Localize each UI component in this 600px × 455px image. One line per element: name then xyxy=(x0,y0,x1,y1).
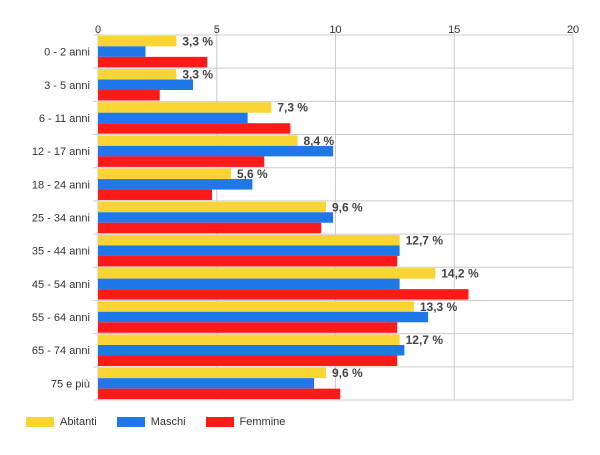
data-label: 9,6 % xyxy=(332,200,363,214)
category-label: 25 - 34 anni xyxy=(32,213,90,225)
legend-item-abitanti: Abitanti xyxy=(26,416,97,428)
data-label: 5,6 % xyxy=(237,167,268,181)
bar-abitanti xyxy=(98,201,326,213)
data-label: 12,7 % xyxy=(406,233,444,247)
legend-item-maschi: Maschi xyxy=(116,416,186,428)
legend-swatch xyxy=(26,417,54,427)
bar-abitanti xyxy=(98,35,177,47)
category-label: 0 - 2 anni xyxy=(44,47,90,59)
x-tick-label: 15 xyxy=(448,24,460,36)
legend-label: Abitanti xyxy=(60,416,97,428)
bar-femmine xyxy=(98,355,398,366)
data-label: 3,3 % xyxy=(182,34,213,48)
bar-maschi xyxy=(98,79,193,91)
category-label: 55 - 64 anni xyxy=(32,312,90,324)
legend-swatch xyxy=(205,417,234,427)
bar-abitanti xyxy=(98,234,400,246)
bar-maschi xyxy=(98,145,334,157)
bar-femmine xyxy=(98,255,398,267)
x-tick-label: 5 xyxy=(214,24,220,36)
bar-femmine xyxy=(98,189,212,201)
bar-femmine xyxy=(98,322,398,333)
bar-femmine xyxy=(98,222,322,234)
x-tick-label: 10 xyxy=(329,24,341,36)
bar-maschi xyxy=(98,212,334,223)
x-tick-label: 20 xyxy=(567,24,579,36)
bar-femmine xyxy=(98,123,291,134)
bar-abitanti xyxy=(98,301,414,312)
data-label: 12,7 % xyxy=(406,333,444,347)
bars xyxy=(98,35,469,400)
legend-item-femmine: Femmine xyxy=(205,416,286,428)
bar-femmine xyxy=(98,388,341,400)
bar-abitanti xyxy=(98,334,400,345)
category-label: 3 - 5 anni xyxy=(44,80,90,92)
category-label: 65 - 74 anni xyxy=(32,345,90,357)
bar-maschi xyxy=(98,112,248,124)
bar-maschi xyxy=(98,46,146,57)
legend: Abitanti Maschi Femmine xyxy=(26,416,305,428)
data-label: 9,6 % xyxy=(332,366,363,380)
category-label: 35 - 44 anni xyxy=(32,246,90,258)
data-label: 13,3 % xyxy=(420,300,458,314)
bar-maschi xyxy=(98,278,400,290)
bar-abitanti xyxy=(98,367,326,379)
bar-femmine xyxy=(98,90,160,101)
category-label: 75 e più xyxy=(51,378,90,390)
data-label: 8,4 % xyxy=(304,134,335,148)
bar-femmine xyxy=(98,289,469,300)
bar-abitanti xyxy=(98,168,231,180)
legend-swatch xyxy=(116,417,145,427)
bar-maschi xyxy=(98,245,400,256)
legend-label: Femmine xyxy=(239,416,286,428)
bar-femmine xyxy=(98,56,208,68)
legend-label: Maschi xyxy=(150,416,186,428)
bar-maschi xyxy=(98,344,405,356)
bar-abitanti xyxy=(98,268,436,279)
bar-abitanti xyxy=(98,102,272,113)
data-label: 7,3 % xyxy=(277,101,308,115)
category-label: 6 - 11 anni xyxy=(39,113,90,125)
category-label: 18 - 24 anni xyxy=(32,179,90,191)
data-label: 3,3 % xyxy=(182,68,213,82)
bar-maschi xyxy=(98,311,429,323)
bar-abitanti xyxy=(98,69,177,80)
data-label: 14,2 % xyxy=(441,267,479,281)
category-label: 45 - 54 anni xyxy=(32,279,90,291)
bar-abitanti xyxy=(98,135,298,146)
x-tick-label: 0 xyxy=(95,24,101,36)
bar-maschi xyxy=(98,378,315,389)
bar-femmine xyxy=(98,156,265,167)
category-label: 12 - 17 anni xyxy=(32,146,90,158)
bar-maschi xyxy=(98,179,253,190)
grid xyxy=(93,27,574,401)
labels: 0 5 10 15 20 0 - 2 anni 3,3 % 3 - 5 anni 3,3 % 6 … xyxy=(32,24,579,390)
